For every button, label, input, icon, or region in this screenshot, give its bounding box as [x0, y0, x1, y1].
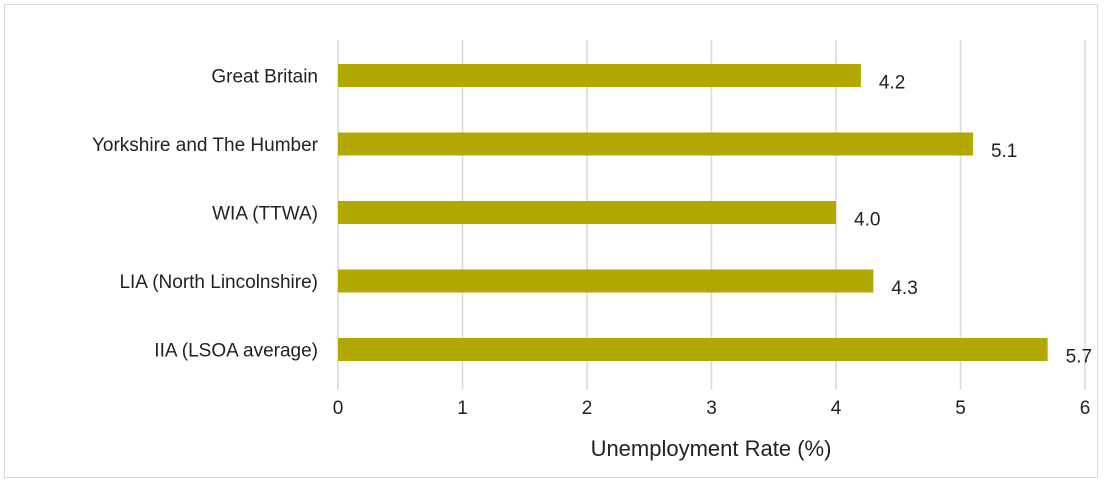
- bars: [338, 64, 1048, 361]
- category-labels: Great Britain Yorkshire and The Humber WIA…: [92, 67, 319, 362]
- data-label: 4.2: [879, 73, 905, 94]
- x-tick-label: 6: [1080, 398, 1091, 419]
- x-tick-label: 1: [457, 398, 468, 419]
- data-label: 5.1: [991, 141, 1017, 162]
- category-label: LIA (North Lincolnshire): [119, 272, 318, 293]
- x-tick-label: 0: [333, 398, 344, 419]
- data-label: 4.0: [854, 210, 880, 231]
- data-labels: 4.2 5.1 4.0 4.3 5.7: [854, 73, 1092, 368]
- data-label: 4.3: [891, 278, 917, 299]
- category-label: Yorkshire and The Humber: [92, 135, 319, 156]
- x-tick-label: 2: [582, 398, 593, 419]
- x-tick-label: 5: [955, 398, 966, 419]
- bar: [338, 338, 1048, 361]
- x-axis-title: Unemployment Rate (%): [591, 436, 832, 461]
- bar: [338, 132, 973, 156]
- bar: [338, 64, 861, 87]
- x-tick-labels: 0 1 2 3 4 5 6: [333, 398, 1091, 419]
- bar: [338, 201, 836, 224]
- category-label: Great Britain: [211, 67, 318, 88]
- data-label: 5.7: [1066, 347, 1092, 368]
- category-label: WIA (TTWA): [212, 204, 318, 225]
- bar: [338, 269, 874, 293]
- x-tick-label: 3: [706, 398, 717, 419]
- category-label: IIA (LSOA average): [154, 341, 318, 362]
- x-tick-label: 4: [831, 398, 842, 419]
